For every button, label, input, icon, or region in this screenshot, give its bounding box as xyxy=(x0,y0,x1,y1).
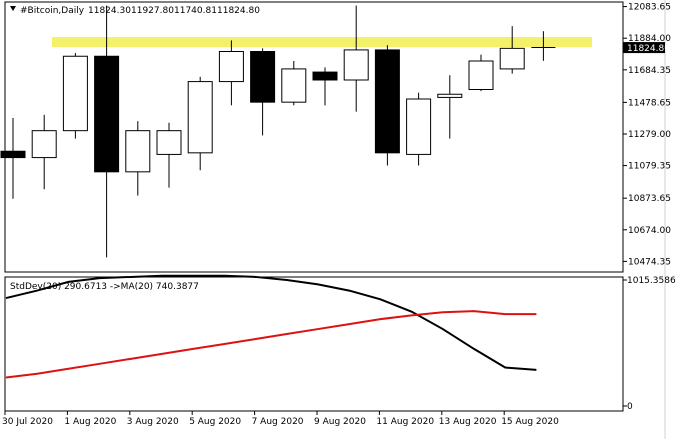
candle xyxy=(406,92,432,166)
candle-body xyxy=(468,60,494,90)
candle xyxy=(156,122,182,188)
candle xyxy=(437,75,463,139)
candle xyxy=(125,121,151,196)
open-value: 11824.30 xyxy=(88,6,131,16)
candle xyxy=(374,45,400,166)
candle-body xyxy=(125,130,151,173)
candle-body xyxy=(374,49,400,154)
time-tick-label: 13 Aug 2020 xyxy=(439,417,497,427)
candle xyxy=(94,5,120,258)
candle-body xyxy=(187,81,213,154)
candle-body xyxy=(281,68,307,103)
price-tick-label: 11279.00 xyxy=(628,130,671,140)
candle xyxy=(281,61,307,106)
current-price-tag: 11824.80 xyxy=(623,42,670,54)
time-tick-label: 9 Aug 2020 xyxy=(314,417,366,427)
indicator-tick-label: 0 xyxy=(627,402,633,412)
indicator-panel[interactable] xyxy=(4,276,624,412)
candle-body xyxy=(156,130,182,155)
price-axis: 12083.65 11884.00 11684.35 11478.65 11279.00… xyxy=(623,3,671,267)
candle xyxy=(312,67,338,106)
indicator-header: StdDev(20) 290.6713 ->MA(20) 740.3877 xyxy=(10,282,199,292)
collapse-arrow-icon xyxy=(10,6,16,11)
candle-body xyxy=(312,71,338,81)
current-price-label: 11824.80 xyxy=(627,44,670,54)
candle xyxy=(468,54,494,92)
series-line xyxy=(5,274,537,371)
time-axis: 30 Jul 2020 1 Aug 2020 3 Aug 2020 5 Aug 202… xyxy=(2,411,559,427)
symbol-label: #Bitcoin,Daily xyxy=(20,6,85,16)
candle xyxy=(531,31,556,61)
price-tick-label: 10674.00 xyxy=(628,226,671,236)
time-tick-label: 30 Jul 2020 xyxy=(2,417,53,427)
candle-body xyxy=(31,130,57,159)
candle-body xyxy=(250,51,276,103)
candle xyxy=(62,53,88,139)
price-tick-label: 12083.65 xyxy=(628,3,671,13)
price-header: #Bitcoin,Daily 11824.30 11927.80 11740.8… xyxy=(10,6,260,16)
candle xyxy=(187,76,213,171)
resistance-band xyxy=(52,37,592,47)
candle-body xyxy=(94,55,120,173)
candle xyxy=(343,5,369,112)
time-tick-label: 7 Aug 2020 xyxy=(252,417,304,427)
close-value: 11824.80 xyxy=(217,6,260,16)
indicator-axis: 1015.3586 0 xyxy=(623,276,676,412)
price-tick-label: 11478.65 xyxy=(628,98,671,108)
candle-body xyxy=(0,150,26,159)
candle xyxy=(218,40,244,106)
time-tick-label: 1 Aug 2020 xyxy=(64,417,116,427)
indicator-lines xyxy=(5,274,537,379)
time-tick-label: 15 Aug 2020 xyxy=(501,417,559,427)
low-value: 11740.81 xyxy=(174,6,217,16)
resistance-highlight xyxy=(52,37,592,47)
price-tick-label: 11079.35 xyxy=(628,162,671,172)
candle xyxy=(31,114,57,190)
candle xyxy=(0,118,26,199)
candle xyxy=(499,26,525,74)
price-tick-label: 11884.00 xyxy=(628,34,671,44)
time-tick-label: 3 Aug 2020 xyxy=(127,417,179,427)
candle-body xyxy=(406,98,432,155)
price-tick-label: 10873.65 xyxy=(628,194,671,204)
high-value: 11927.80 xyxy=(131,6,174,16)
candle-body xyxy=(343,49,369,81)
candle-body xyxy=(499,47,525,70)
candle-body xyxy=(437,93,463,98)
indicator-tick-label: 1015.3586 xyxy=(627,276,676,286)
candle xyxy=(250,48,276,136)
candle-body xyxy=(62,55,88,132)
candle-body xyxy=(218,51,244,83)
candles xyxy=(0,5,556,258)
series-line xyxy=(5,310,537,379)
price-tick-label: 10474.35 xyxy=(628,257,671,267)
time-tick-label: 5 Aug 2020 xyxy=(189,417,241,427)
price-tick-label: 11684.35 xyxy=(628,66,671,76)
time-tick-label: 11 Aug 2020 xyxy=(376,417,434,427)
